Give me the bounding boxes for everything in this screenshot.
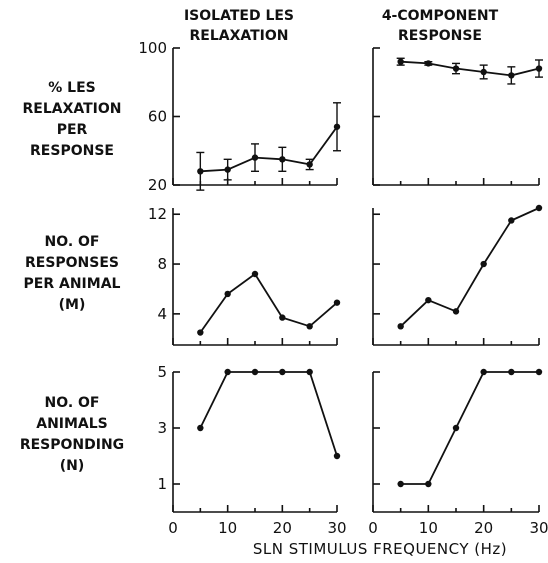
panel-r1-c2: [372, 47, 543, 186]
data-point: [452, 308, 460, 315]
data-point: [197, 168, 204, 175]
data-point: [224, 368, 231, 376]
data-point: [279, 314, 286, 321]
data-point: [306, 368, 313, 376]
data-point: [480, 68, 487, 76]
data-point: [480, 368, 487, 376]
data-point: [333, 123, 341, 130]
data-point: [251, 154, 259, 161]
series-line: [199, 371, 338, 457]
row-label-2-line2: RESPONSES: [25, 255, 119, 271]
data-point: [425, 60, 432, 67]
data-point: [508, 217, 515, 224]
data-point: [251, 270, 259, 278]
series-line: [199, 272, 338, 334]
panels: 20 60 100 4 8 12 1 3 5 0 10 20 30 0 10 20 30: [138, 39, 548, 537]
data-point: [397, 58, 404, 65]
x-tick-label: 20: [273, 519, 292, 537]
row-label-2-line3: PER ANIMAL: [24, 276, 121, 292]
data-point: [279, 368, 286, 376]
x-tick-label: 30: [327, 519, 346, 537]
series-line: [400, 207, 540, 327]
row-label-2-line1: NO. OF: [45, 234, 100, 250]
panel-r3-c1: 1 3 5 0 10 20 30: [157, 363, 346, 537]
row-label-1-line1: % LES: [48, 80, 95, 96]
panel-r2-c1: 4 8 12: [148, 205, 341, 346]
row-label-3-line2: ANIMALS: [36, 416, 108, 432]
y-tick-label: 60: [148, 108, 167, 126]
y-tick-label: 1: [157, 475, 167, 493]
data-point: [333, 299, 341, 306]
row-label-3-line4: (N): [60, 458, 85, 474]
col-title-left-line1: ISOLATED LES: [184, 8, 294, 24]
data-point: [251, 368, 259, 376]
data-point: [279, 156, 286, 163]
data-point: [425, 296, 432, 304]
row-label-3-line3: RESPONDING: [20, 437, 124, 453]
data-point: [306, 161, 313, 168]
data-point: [197, 329, 204, 336]
panel-r2-c2: [372, 204, 543, 346]
data-point: [508, 368, 515, 376]
row-label-2-line4: (M): [59, 297, 86, 313]
x-axis-label: SLN STIMULUS FREQUENCY (Hz): [253, 540, 507, 558]
data-point: [480, 260, 487, 268]
series-line: [400, 60, 540, 77]
data-point: [425, 480, 432, 488]
data-point: [224, 166, 231, 173]
y-tick-label: 4: [157, 305, 167, 323]
data-point: [397, 480, 404, 488]
row-label-1-line4: RESPONSE: [30, 143, 114, 159]
x-tick-label: 10: [419, 519, 438, 537]
data-point: [333, 452, 341, 460]
data-point: [508, 72, 515, 79]
col-title-right-line2: RESPONSE: [398, 28, 482, 44]
y-tick-label: 8: [157, 255, 167, 273]
x-tick-label: 0: [368, 519, 378, 537]
data-point: [535, 368, 543, 376]
y-tick-label: 20: [148, 176, 167, 194]
series-line: [200, 126, 338, 173]
series-line: [400, 371, 539, 485]
y-tick-label: 5: [157, 363, 167, 381]
data-point: [535, 204, 543, 212]
panel-r1-c1: 20 60 100: [138, 39, 341, 194]
data-point: [197, 424, 204, 432]
x-tick-label: 20: [474, 519, 493, 537]
y-tick-label: 100: [138, 39, 167, 57]
data-point: [452, 65, 460, 72]
data-point: [535, 65, 543, 72]
row-label-3-line1: NO. OF: [45, 395, 100, 411]
y-tick-label: 12: [148, 205, 167, 223]
col-title-right-line1: 4-COMPONENT: [382, 8, 499, 24]
data-point: [397, 323, 404, 330]
data-point: [224, 290, 231, 298]
x-tick-label: 0: [168, 519, 178, 537]
row-label-1-line2: RELAXATION: [22, 101, 121, 117]
x-tick-label: 10: [218, 519, 237, 537]
y-tick-label: 3: [157, 419, 167, 437]
row-label-1-line3: PER: [57, 122, 88, 138]
x-tick-label: 30: [529, 519, 548, 537]
panel-r3-c2: 0 10 20 30: [368, 368, 548, 537]
col-title-left-line2: RELAXATION: [189, 28, 288, 44]
data-point: [306, 323, 313, 330]
data-point: [452, 424, 460, 432]
